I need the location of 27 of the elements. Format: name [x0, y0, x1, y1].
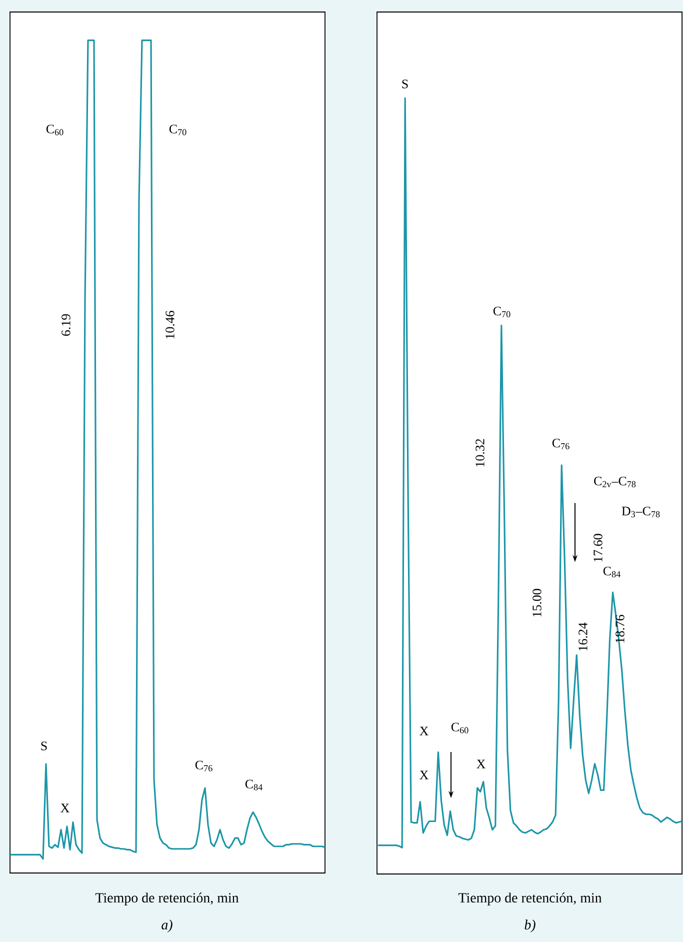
annotation: D$_{3}$–C$_{78}$ — [622, 506, 660, 518]
annotation: C$_{60}$ — [451, 722, 468, 734]
annotation: C$_{70}$ — [493, 306, 510, 318]
x-axis-title: Tiempo de retención, min — [95, 892, 239, 906]
annotation: 15.00 — [532, 588, 542, 616]
annotation: 16.24 — [578, 622, 588, 650]
annotation: 6.19 — [62, 314, 70, 336]
annotation: C$_{84}$ — [245, 780, 262, 790]
annotation: C$_{76}$ — [552, 438, 570, 450]
annotation: C$_{2v}$–C$_{78}$ — [594, 476, 636, 488]
text: b) — [524, 920, 536, 932]
annotation: X — [60, 804, 70, 812]
annotation: 10.32 — [476, 439, 484, 466]
annotation: X — [476, 760, 486, 768]
annotation: C$_{60}$ — [46, 124, 64, 136]
annotation: 10.46 — [166, 310, 174, 338]
annotation: 18.76 — [616, 614, 624, 642]
annotation: C$_{84}$ — [603, 566, 620, 578]
x-axis-title: Tiempo de retención, min — [458, 892, 602, 906]
annotation: C$_{76}$ — [195, 760, 212, 772]
annotation: C$_{70}$ — [169, 124, 186, 136]
annotation: S — [41, 742, 47, 750]
annotation: 17.60 — [594, 534, 602, 562]
annotation: X — [420, 770, 428, 780]
text: a) — [162, 920, 172, 932]
annotation: X — [420, 726, 428, 736]
text: S — [402, 80, 408, 88]
